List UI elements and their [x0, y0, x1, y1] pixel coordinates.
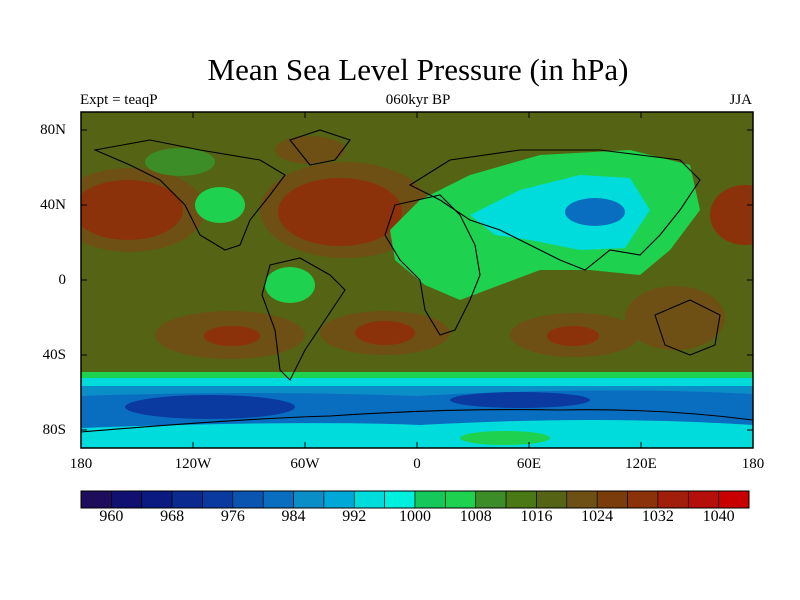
colorbar-label: 976 [220, 508, 245, 525]
lon-label-120w: 120W [174, 456, 212, 472]
colorbar-label: 1040 [702, 508, 735, 525]
colorbar-box [293, 490, 325, 509]
colorbar-box [80, 490, 112, 509]
colorbar-box [232, 490, 264, 509]
colorbar-box [627, 490, 659, 509]
season-label: JJA [729, 92, 752, 108]
colorbar-box [414, 490, 446, 509]
lat-label-40n: 40N [40, 197, 66, 213]
colorbar-label: 960 [99, 508, 124, 525]
lon-label-120e: 120E [625, 456, 657, 472]
indian-ocean-high [547, 326, 599, 346]
colorbar [80, 490, 750, 509]
colorbar-label: 968 [160, 508, 185, 525]
north-pacific-high [81, 180, 183, 240]
colorbar-box [536, 490, 568, 509]
period-label: 060kyr BP [385, 92, 451, 108]
colorbar-box [505, 490, 537, 509]
colorbar-box [445, 490, 477, 509]
lon-label-0: 0 [413, 456, 421, 472]
south-america-outline [261, 257, 346, 381]
australia-high [625, 286, 725, 350]
australia-outline [654, 299, 721, 356]
colorbar-box [323, 490, 355, 509]
lat-label-80n: 80N [40, 122, 66, 138]
colorbar-box [566, 490, 598, 509]
colorbar-box [202, 490, 234, 509]
colorbar-label: 1032 [641, 508, 674, 525]
colorbar-box [141, 490, 173, 509]
eurasia-outline [408, 149, 701, 271]
lon-label-180w: 180 [69, 456, 93, 472]
colorbar-frame [80, 490, 750, 509]
north-america-low [195, 187, 245, 223]
colorbar-box [111, 490, 143, 509]
colorbar-box [687, 490, 719, 509]
colorbar-label: 1016 [520, 508, 553, 525]
east-pacific-high [710, 185, 753, 245]
experiment-label: Expt = teaqP [80, 92, 158, 108]
south-america-low [265, 267, 315, 303]
asian-low-core [565, 198, 625, 226]
colorbar-label: 992 [342, 508, 367, 525]
lat-label-0: 0 [58, 272, 67, 288]
lon-label-60w: 60W [290, 456, 320, 472]
colorbar-label: 1000 [399, 508, 431, 525]
colorbar-label: 984 [281, 508, 306, 525]
north-america-outline [93, 139, 286, 251]
azores-high [278, 178, 402, 246]
lon-label-60e: 60E [516, 456, 542, 472]
colorbar-box [353, 490, 385, 509]
africa-outline [384, 194, 481, 336]
chart-title: Mean Sea Level Pressure (in hPa) [207, 52, 629, 87]
colorbar-box [262, 490, 294, 509]
colorbar-box [596, 490, 628, 509]
asian-low-cyan [470, 175, 650, 250]
antarctica-outline [80, 409, 754, 433]
coastlines [80, 129, 754, 433]
amundsen-low [125, 395, 295, 419]
south-atlantic-high [355, 321, 415, 345]
pressure-field [81, 112, 753, 448]
south-pacific-high [204, 326, 260, 346]
antarctic-high [460, 431, 550, 445]
indian-sector-low [450, 392, 590, 408]
colorbar-box [718, 490, 750, 509]
colorbar-box [475, 490, 507, 509]
alaska-low [145, 148, 215, 176]
colorbar-box [384, 490, 416, 509]
lon-label-180e: 180 [741, 456, 765, 472]
antarctic-cyan [81, 420, 753, 448]
colorbar-label: 1008 [459, 508, 492, 525]
axis-ticks [81, 112, 753, 448]
colorbar-box [171, 490, 203, 509]
greenland-outline [289, 129, 351, 166]
lat-label-40s: 40S [42, 347, 66, 363]
colorbar-box [657, 490, 689, 509]
lat-label-80s: 80S [42, 422, 66, 438]
colorbar-label: 1024 [581, 508, 614, 525]
